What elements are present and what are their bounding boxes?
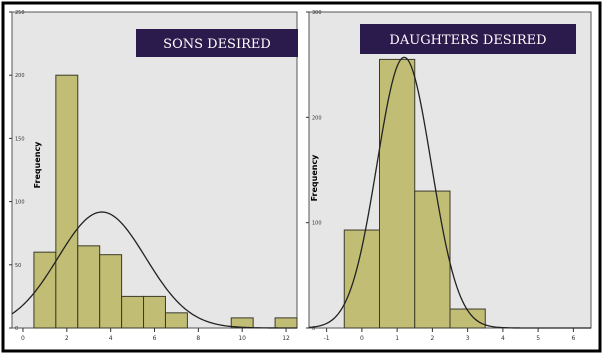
- normal-curve: [11, 211, 297, 329]
- x-tick-label: 2: [430, 335, 434, 342]
- chart-title-box: [360, 24, 576, 54]
- x-tick-label: 0: [360, 335, 364, 342]
- chart-title: SONS DESIRED: [163, 37, 271, 52]
- y-tick-label: 300: [312, 10, 322, 16]
- y-tick-label: 200: [312, 115, 322, 121]
- x-tick-label: 10: [238, 335, 246, 342]
- chart-title-box: [136, 29, 298, 57]
- y-axis-label: Frequency: [310, 154, 319, 202]
- histogram-bar: [414, 190, 451, 329]
- x-tick-label: 1: [395, 335, 399, 342]
- x-tick-label: 4: [501, 335, 505, 342]
- histogram-bar: [164, 312, 188, 329]
- histogram-bar: [121, 295, 145, 329]
- y-tick-label: 100: [15, 200, 25, 206]
- histogram-bar: [449, 308, 486, 329]
- histogram-bar: [77, 245, 101, 329]
- x-tick-label: 5: [536, 335, 540, 342]
- daughters-desired-panel: -1 0 1 2 3 4 5 6 0 100 200 300 Frequency DAUGHTERS …: [306, 10, 592, 342]
- y-tick-label: 0: [15, 326, 18, 332]
- x-tick-label: 8: [196, 335, 200, 342]
- y-tick-label: 150: [15, 136, 25, 142]
- chart-title: DAUGHTERS DESIRED: [389, 33, 546, 48]
- x-tick-label: 12: [282, 335, 290, 342]
- y-tick-label: 250: [15, 10, 25, 16]
- x-tick-label: 6: [571, 335, 575, 342]
- x-tick-label: 3: [466, 335, 470, 342]
- y-tick-label: 0: [312, 326, 315, 332]
- histogram-bar: [143, 295, 166, 329]
- y-tick-label: 50: [15, 263, 21, 269]
- y-tick-label: 200: [15, 73, 25, 79]
- x-tick-label: 4: [109, 335, 113, 342]
- x-tick-label: -1: [324, 335, 330, 342]
- y-tick-label: 100: [312, 221, 322, 227]
- x-tick-label: 6: [153, 335, 157, 342]
- x-tick-label: 0: [21, 335, 25, 342]
- histogram-bar: [55, 74, 79, 329]
- normal-curve: [308, 56, 591, 329]
- sons-desired-panel: 0 2 4 6 8 10 12 0 50 100 150 200 250 Frequency SONS …: [9, 10, 298, 342]
- histogram-bar: [99, 254, 123, 329]
- y-axis-label: Frequency: [33, 141, 42, 189]
- histogram-bar: [33, 251, 57, 329]
- histogram-bar: [274, 317, 298, 329]
- histogram-bar: [379, 58, 416, 329]
- x-tick-label: 2: [65, 335, 69, 342]
